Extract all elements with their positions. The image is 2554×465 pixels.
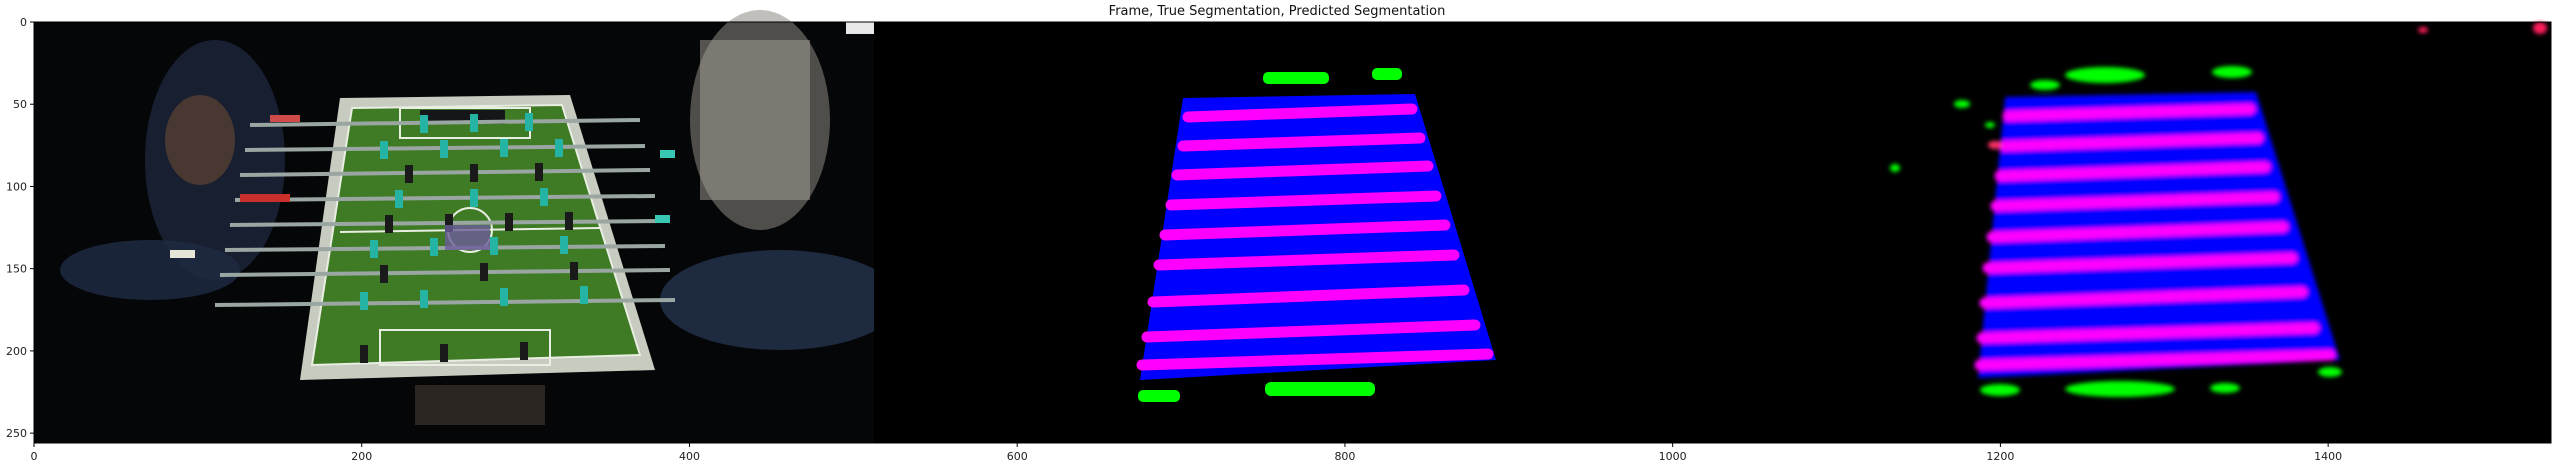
panel-frame: [34, 10, 900, 443]
axes-frame: [33, 21, 2552, 444]
figure-title: Frame, True Segmentation, Predicted Segm…: [1108, 4, 1446, 19]
y-tick-label: 150: [6, 263, 27, 276]
panel-predicted-segmentation: [1714, 22, 2551, 443]
x-tick-label: 1200: [1986, 450, 2014, 463]
x-tick-label: 400: [679, 450, 700, 463]
y-tick-label: 200: [6, 345, 27, 358]
x-tick-label: 1000: [1659, 450, 1687, 463]
y-tick-label: 100: [6, 180, 27, 193]
y-tick-label: 0: [20, 16, 27, 29]
x-tick-label: 600: [1007, 450, 1028, 463]
x-tick-label: 800: [1334, 450, 1355, 463]
image-area: [33, 10, 2552, 444]
x-tick-label: 1400: [2314, 450, 2342, 463]
y-tick-label: 250: [6, 427, 27, 440]
panel-true-segmentation: [874, 22, 1714, 443]
x-tick-label: 200: [351, 450, 372, 463]
x-axis: 0 200 400 600 800 1000 1200 1400: [31, 443, 2342, 463]
y-tick-label: 50: [13, 98, 27, 111]
x-tick-label: 0: [31, 450, 38, 463]
y-axis: 0 50 100 150 200 250: [6, 16, 34, 440]
